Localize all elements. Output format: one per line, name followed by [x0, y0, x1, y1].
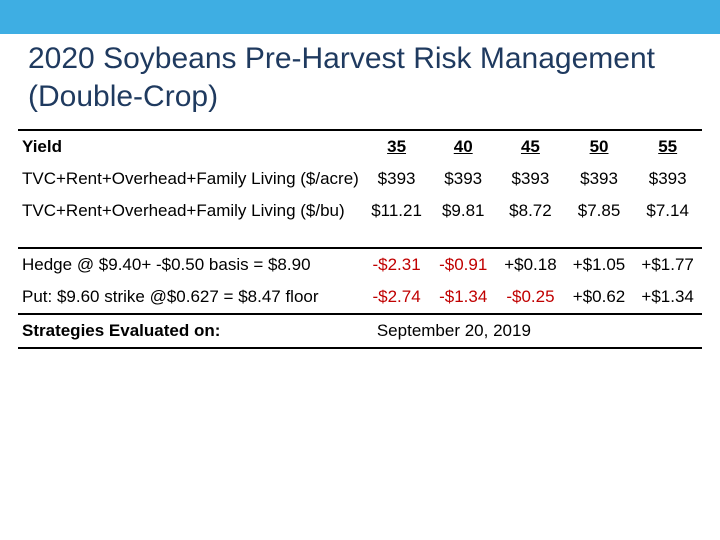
cell: -$1.34: [430, 281, 496, 314]
table-header-row: Yield 35 40 45 50 55: [18, 130, 702, 163]
row-label: Hedge @ $9.40+ -$0.50 basis = $8.90: [18, 248, 363, 281]
cell: +$1.34: [633, 281, 702, 314]
cell: +$1.05: [565, 248, 634, 281]
yield-col-1: 40: [430, 130, 496, 163]
yield-col-0: 35: [363, 130, 430, 163]
cell: $393: [496, 163, 565, 195]
cell: +$1.77: [633, 248, 702, 281]
cell: +$0.62: [565, 281, 634, 314]
row-label: TVC+Rent+Overhead+Family Living ($/bu): [18, 195, 363, 227]
cell: $7.14: [633, 195, 702, 227]
cell: $393: [565, 163, 634, 195]
cell: +$0.18: [496, 248, 565, 281]
yield-col-4: 55: [633, 130, 702, 163]
table-row: TVC+Rent+Overhead+Family Living ($/acre)…: [18, 163, 702, 195]
spacer-row: [18, 227, 702, 248]
table-container: Yield 35 40 45 50 55 TVC+Rent+Overhead+F…: [0, 129, 720, 349]
cell: $393: [633, 163, 702, 195]
risk-table: Yield 35 40 45 50 55 TVC+Rent+Overhead+F…: [18, 129, 702, 349]
strategy-row: Put: $9.60 strike @$0.627 = $8.47 floor …: [18, 281, 702, 314]
footer-label: Strategies Evaluated on:: [18, 314, 363, 348]
yield-col-3: 50: [565, 130, 634, 163]
cell: $393: [430, 163, 496, 195]
header-label: Yield: [18, 130, 363, 163]
cell: $11.21: [363, 195, 430, 227]
cell: -$0.25: [496, 281, 565, 314]
cell: $9.81: [430, 195, 496, 227]
footer-date: September 20, 2019: [363, 314, 702, 348]
row-label: TVC+Rent+Overhead+Family Living ($/acre): [18, 163, 363, 195]
row-label: Put: $9.60 strike @$0.627 = $8.47 floor: [18, 281, 363, 314]
footer-row: Strategies Evaluated on: September 20, 2…: [18, 314, 702, 348]
cell: -$2.74: [363, 281, 430, 314]
slide-title: 2020 Soybeans Pre-Harvest Risk Managemen…: [0, 34, 720, 129]
cell: $7.85: [565, 195, 634, 227]
yield-col-2: 45: [496, 130, 565, 163]
cell: $393: [363, 163, 430, 195]
strategy-row: Hedge @ $9.40+ -$0.50 basis = $8.90 -$2.…: [18, 248, 702, 281]
cell: -$0.91: [430, 248, 496, 281]
cell: -$2.31: [363, 248, 430, 281]
top-banner: [0, 0, 720, 34]
table-row: TVC+Rent+Overhead+Family Living ($/bu) $…: [18, 195, 702, 227]
cell: $8.72: [496, 195, 565, 227]
